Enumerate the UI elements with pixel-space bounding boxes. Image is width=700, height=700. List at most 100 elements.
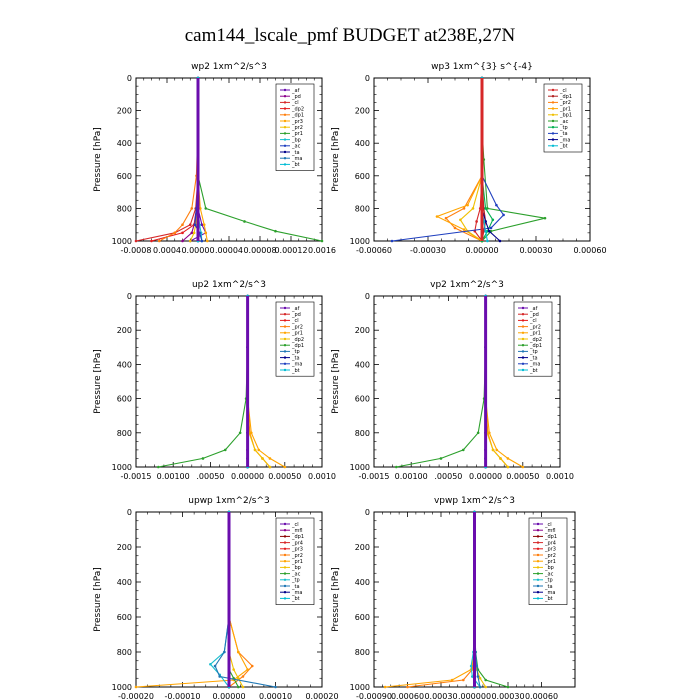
legend-label: _cl <box>291 522 299 528</box>
data-point <box>257 448 261 452</box>
x-tick-label: -0.00020 <box>118 692 154 700</box>
x-tick-label: 0.00100 <box>157 472 190 481</box>
legend-label: _bp <box>291 565 301 571</box>
data-point <box>466 203 469 207</box>
data-point <box>469 664 473 668</box>
legend-label: _bt <box>291 596 300 602</box>
data-point <box>261 457 264 460</box>
data-point <box>268 457 272 460</box>
x-tick-label: -0.00060 <box>356 246 392 255</box>
legend-marker <box>283 356 287 359</box>
y-tick-label: 600 <box>117 172 132 181</box>
legend-marker <box>521 325 525 328</box>
data-point <box>181 223 184 226</box>
data-point <box>491 218 495 222</box>
data-point <box>476 675 480 678</box>
x-tick-label: 0.00100 <box>395 472 428 481</box>
y-tick-label: 400 <box>355 360 370 369</box>
data-point <box>134 239 138 243</box>
data-point <box>462 207 466 210</box>
panel-6: vpwp 1xm^2/s^302004006008001000-0.000900… <box>331 496 576 700</box>
legend-marker <box>536 522 540 526</box>
x-tick-label: 0.00030 <box>424 692 457 700</box>
data-point <box>506 457 510 460</box>
legend-label: _ac <box>291 571 301 577</box>
x-tick-label: 0.00000 <box>181 246 214 255</box>
legend-label: _ta <box>291 355 300 361</box>
data-point <box>213 664 217 668</box>
legend-label: _bt <box>291 162 300 168</box>
data-point <box>484 678 487 682</box>
legend-label: _pr1 <box>544 559 556 565</box>
data-point <box>241 685 245 689</box>
legend-label: _bt <box>544 596 553 602</box>
legend-label: _tp <box>559 125 568 131</box>
data-point <box>209 662 212 666</box>
legend-label: _pr2 <box>291 125 303 131</box>
legend-label: _ma <box>559 137 570 143</box>
x-tick-label: 0.00020 <box>305 692 338 700</box>
data-point <box>498 239 502 243</box>
data-point <box>491 448 495 452</box>
legend-label: _ma <box>544 590 555 596</box>
y-tick-label: 600 <box>355 395 370 404</box>
series-line-pr2 <box>407 512 476 688</box>
series-line-cl <box>135 78 199 242</box>
legend-label: _cl <box>291 318 299 324</box>
panel-title: wp3 1xm^{3} s^{-4} <box>431 62 533 72</box>
legend-marker <box>283 553 287 557</box>
x-tick-label: -0.00030 <box>410 246 446 255</box>
legend-label: _tp <box>291 349 300 355</box>
x-tick-label: -0.00010 <box>165 692 201 700</box>
panel-4: vp2 1xm^2/s^3 0 200 400 600 800 1000-0.0015 0.0… <box>331 280 574 481</box>
legend-label: _af <box>291 306 300 312</box>
series-line-ac <box>481 78 546 242</box>
legend-label: _bp1 <box>559 113 572 119</box>
legend-label: _ma <box>529 362 540 368</box>
data-point <box>484 229 487 233</box>
legend-label: _pr1 <box>291 131 303 137</box>
data-point <box>475 220 478 223</box>
legend-label: _dp1 <box>291 113 304 119</box>
legend-label: _mfl <box>291 528 303 534</box>
legend-label: _cl <box>559 88 567 94</box>
data-point <box>506 685 510 689</box>
legend-marker <box>283 541 287 544</box>
legend-label: _pr1 <box>559 106 571 112</box>
legend-marker <box>283 350 287 353</box>
legend-marker <box>283 150 287 154</box>
x-tick-label: 0.0004 <box>153 246 181 255</box>
y-tick-label: 200 <box>355 107 370 116</box>
legend-marker <box>283 331 287 334</box>
legend-label: _ma <box>291 156 302 162</box>
x-tick-label: 0.00030 <box>519 246 552 255</box>
data-point <box>232 668 235 671</box>
legend-label: _pr2 <box>529 324 541 330</box>
legend-label: _pd <box>529 312 539 318</box>
y-tick-label: 1000 <box>112 683 132 692</box>
data-point <box>486 207 489 210</box>
data-point <box>470 675 474 678</box>
legend-label: _ma <box>291 590 302 596</box>
y-tick-label: 1000 <box>112 463 132 472</box>
legend-label: _bp <box>291 137 301 143</box>
legend-marker <box>283 529 287 532</box>
legend-marker <box>521 344 525 347</box>
legend-marker <box>536 547 540 550</box>
data-point <box>188 223 192 226</box>
data-point <box>461 448 465 452</box>
legend-label: _dp1 <box>291 343 304 349</box>
data-point <box>495 448 499 452</box>
data-point <box>157 239 161 243</box>
data-point <box>190 207 194 210</box>
legend-label: _pr1 <box>291 559 303 565</box>
data-point <box>486 229 489 233</box>
data-point <box>439 457 443 460</box>
legend-label: _mfl <box>544 528 556 534</box>
y-tick-label: 800 <box>117 204 132 213</box>
x-tick-label: -0.0015 <box>359 472 390 481</box>
data-point <box>499 457 502 460</box>
y-axis-label: Pressure [hPa] <box>93 349 103 414</box>
legend-marker <box>551 119 555 123</box>
data-point <box>395 465 398 469</box>
